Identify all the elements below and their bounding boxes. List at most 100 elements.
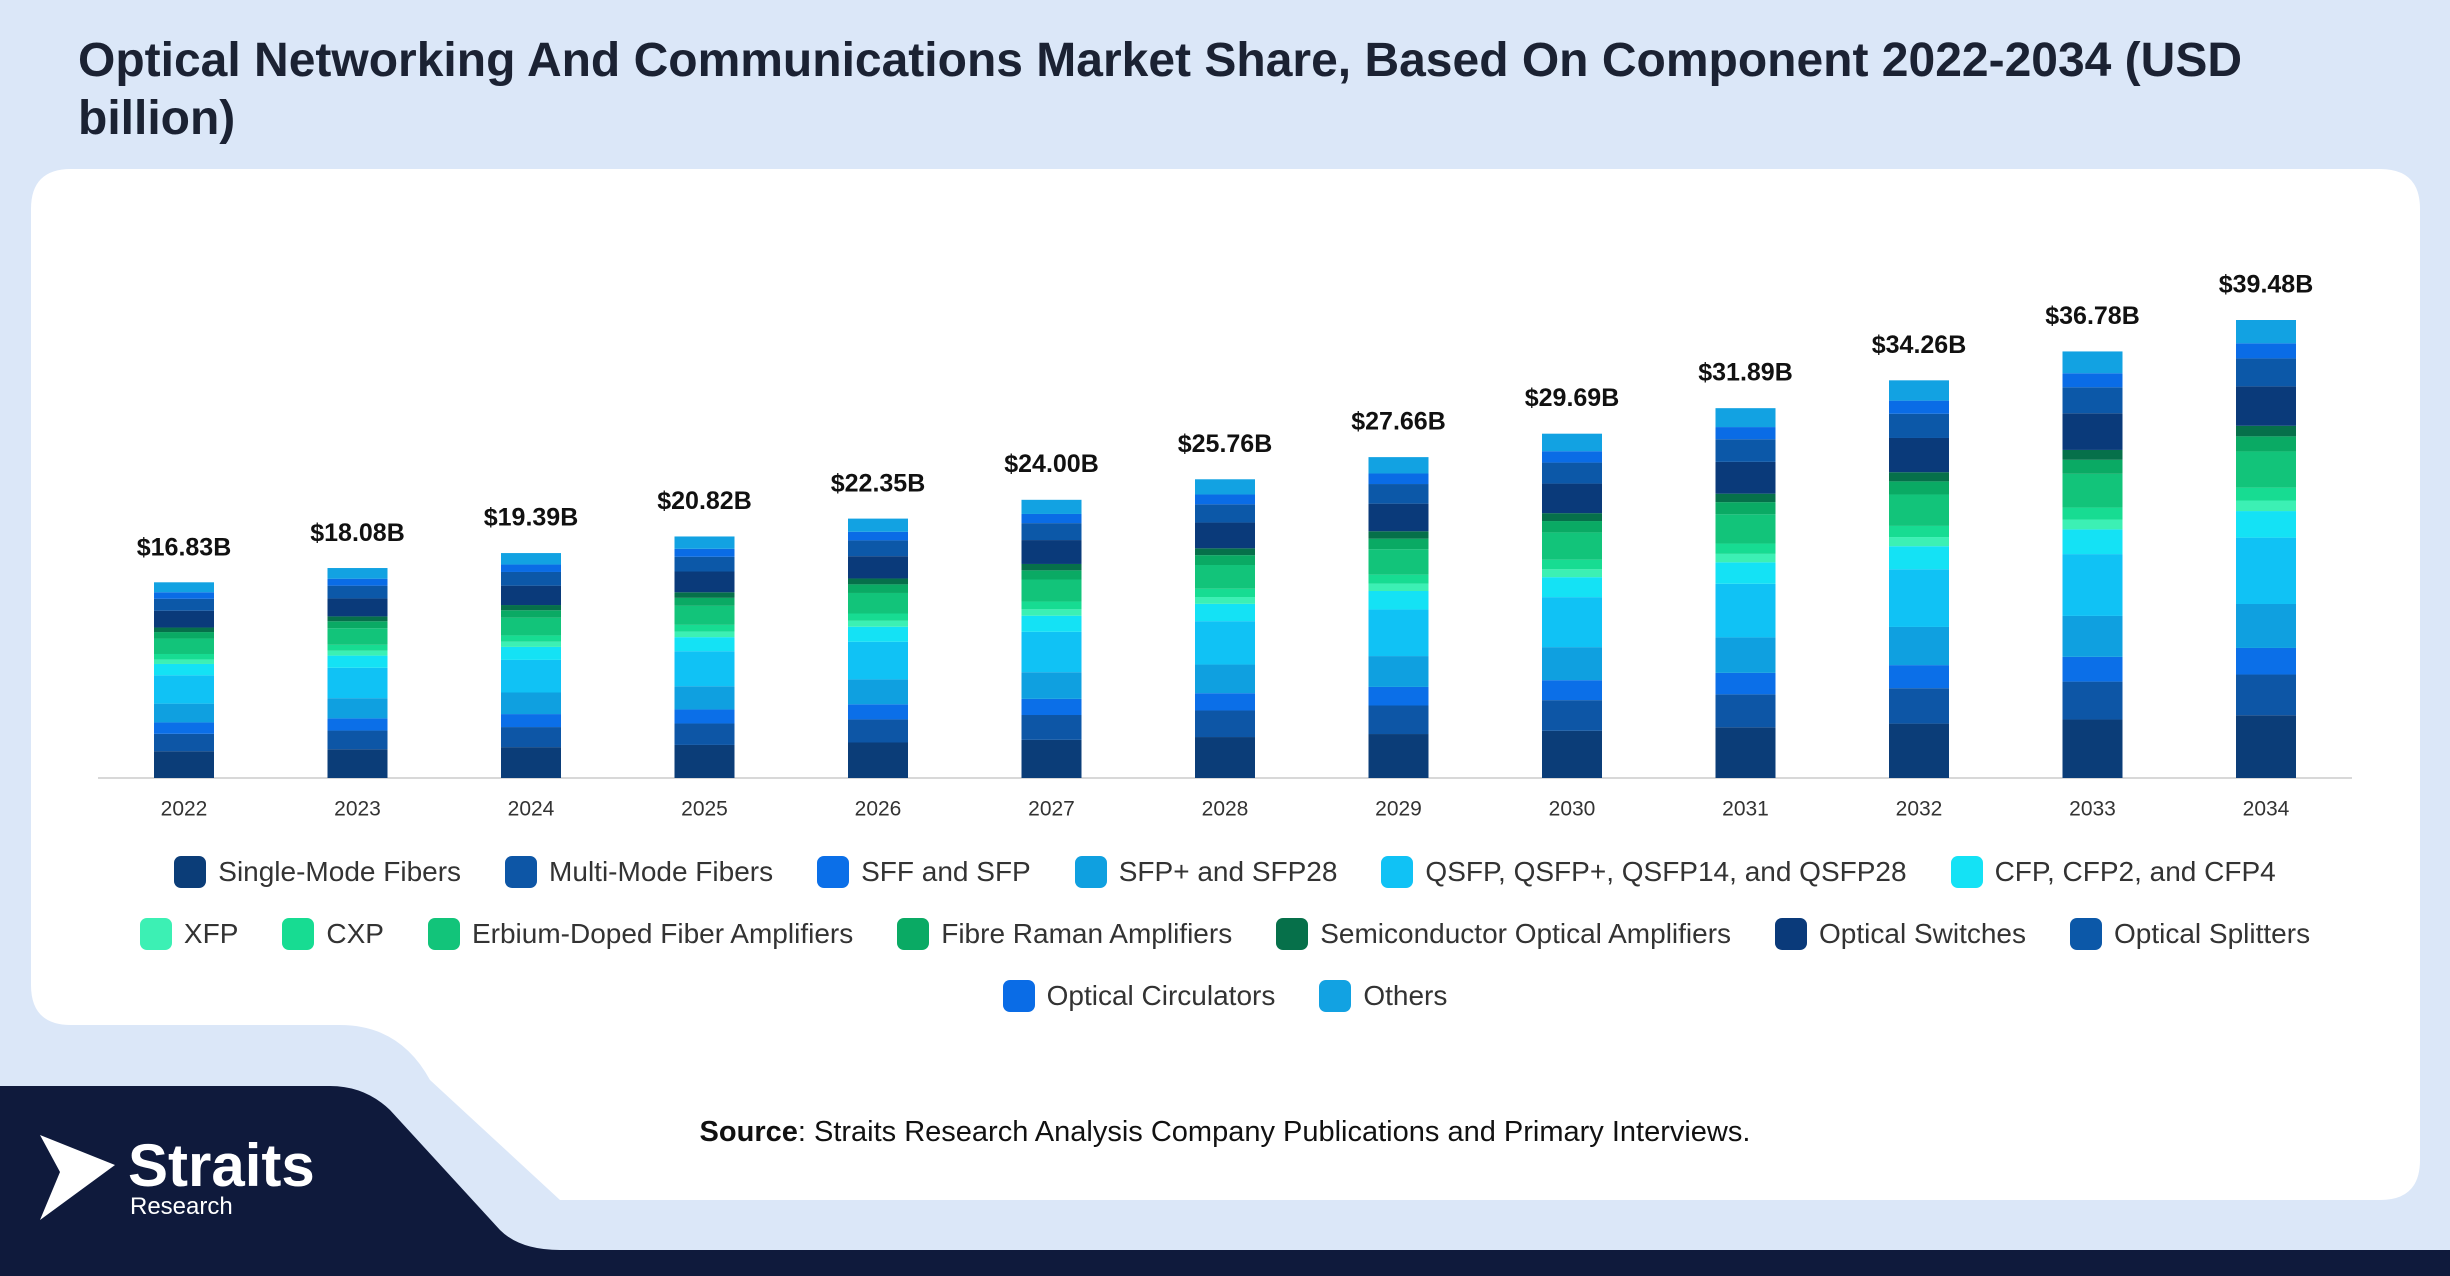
- bar-segment: [154, 751, 214, 778]
- bar-segment: [1542, 433, 1602, 452]
- bar-segment: [1715, 461, 1776, 494]
- bar-segment: [154, 582, 214, 593]
- bar-segment: [1542, 577, 1602, 598]
- bar-segment: [2062, 554, 2123, 616]
- chart-title: Optical Networking And Communications Ma…: [78, 34, 2243, 145]
- legend-item: Multi-Mode Fibers: [505, 852, 773, 892]
- bar-segment: [501, 635, 561, 642]
- bar-segment: [1195, 494, 1255, 505]
- bar-segment: [154, 663, 214, 676]
- bar-segment: [2236, 487, 2296, 501]
- bar-segment: [674, 651, 735, 687]
- bar-segment: [501, 727, 561, 748]
- x-tick-label: 2026: [855, 798, 902, 821]
- bar-segment: [2236, 436, 2296, 452]
- bar-segment: [674, 637, 735, 652]
- bar-segment: [1889, 569, 1949, 627]
- bar-segment: [154, 610, 214, 628]
- bar-segment: [2236, 358, 2296, 387]
- bar-segment: [1889, 400, 1949, 414]
- bar-segment: [327, 730, 388, 750]
- bar-segment: [848, 704, 908, 720]
- bar-segment: [327, 650, 388, 656]
- legend-label: SFF and SFP: [861, 856, 1031, 887]
- bar-segment: [1368, 538, 1429, 550]
- source-label: Source: [699, 1116, 798, 1148]
- x-tick-label: 2025: [681, 798, 728, 821]
- bar-segment: [327, 749, 388, 778]
- bar-segment: [1368, 583, 1429, 591]
- legend-item: Optical Splitters: [2070, 914, 2310, 954]
- bar-segment: [1542, 513, 1602, 522]
- bar-segment: [2236, 500, 2296, 512]
- legend-label: Optical Splitters: [2114, 918, 2311, 949]
- bar-segment: [501, 646, 561, 660]
- legend-item: QSFP, QSFP+, QSFP14, and QSFP28: [1381, 852, 1907, 892]
- legend-item: CXP: [282, 914, 384, 954]
- bar-segment: [1021, 601, 1082, 610]
- bar-segment: [1542, 569, 1602, 578]
- bar-segment: [1715, 514, 1776, 544]
- bar-segment: [848, 592, 908, 614]
- bar-segment: [2062, 413, 2123, 450]
- bar-segment: [1889, 380, 1949, 401]
- bar-segment: [2236, 537, 2296, 604]
- bar-segment: [1368, 705, 1429, 735]
- bar-segment: [1021, 698, 1082, 716]
- bar-segment: [501, 585, 561, 606]
- bar-segment: [848, 742, 908, 778]
- bar-segment: [1715, 408, 1776, 428]
- bar-segment: [2236, 320, 2296, 344]
- bar-segment: [1195, 565, 1255, 589]
- legend-swatch: [1775, 918, 1808, 950]
- legend-item: CFP, CFP2, and CFP4: [1950, 852, 2276, 892]
- bar-segment: [1021, 715, 1082, 740]
- bar-segment: [1889, 546, 1949, 570]
- bar-segment: [1195, 664, 1255, 694]
- legend-label: Erbium-Doped Fiber Amplifiers: [471, 918, 854, 949]
- bar-segment: [674, 709, 735, 724]
- bar-segment: [1021, 540, 1082, 564]
- source-text: : Straits Research Analysis Company Publ…: [797, 1116, 1751, 1148]
- legend-item: SFF and SFP: [817, 852, 1031, 892]
- bar-segment: [2062, 473, 2123, 508]
- total-label: $25.76B: [1178, 430, 1273, 458]
- legend-item: XFP: [139, 914, 238, 954]
- bar-segment: [1889, 413, 1949, 438]
- bar-segment: [1195, 522, 1255, 549]
- bar-segment: [154, 653, 214, 660]
- bar-segment: [501, 610, 561, 618]
- bar-segment: [2062, 719, 2123, 778]
- bar-segment: [154, 675, 214, 704]
- bar-segment: [1195, 504, 1255, 523]
- bar-segment: [2062, 449, 2123, 460]
- bar-segment: [501, 553, 561, 565]
- legend-label: Semiconductor Optical Amplifiers: [1320, 918, 1732, 949]
- bar-segment: [154, 598, 214, 611]
- legend-swatch: [139, 918, 172, 950]
- bar-segment: [848, 578, 908, 585]
- bar-segment: [1542, 597, 1602, 648]
- x-tick-label: 2032: [1896, 798, 1943, 821]
- bar-segment: [2062, 656, 2123, 682]
- total-label: $27.66B: [1351, 408, 1446, 436]
- bar-segment: [501, 659, 561, 693]
- total-label: $34.26B: [1872, 331, 1967, 359]
- bar-segment: [1021, 523, 1082, 541]
- legend-label: QSFP, QSFP+, QSFP14, and QSFP28: [1425, 856, 1907, 887]
- bar-segment: [1195, 548, 1255, 556]
- total-label: $18.08B: [310, 519, 405, 547]
- bar-segment: [1715, 672, 1776, 695]
- bar-segment: [501, 617, 561, 636]
- bar-segment: [674, 571, 735, 593]
- bar-segment: [2236, 647, 2296, 675]
- bar-segment: [674, 556, 735, 572]
- bar-segment: [674, 624, 735, 632]
- bar-segment: [327, 718, 388, 731]
- bar-segment: [1889, 494, 1949, 526]
- bar-segment: [327, 621, 388, 629]
- bar-segment: [2236, 674, 2296, 716]
- legend-item: Erbium-Doped Fiber Amplifiers: [427, 914, 854, 954]
- bar-segment: [2236, 603, 2296, 648]
